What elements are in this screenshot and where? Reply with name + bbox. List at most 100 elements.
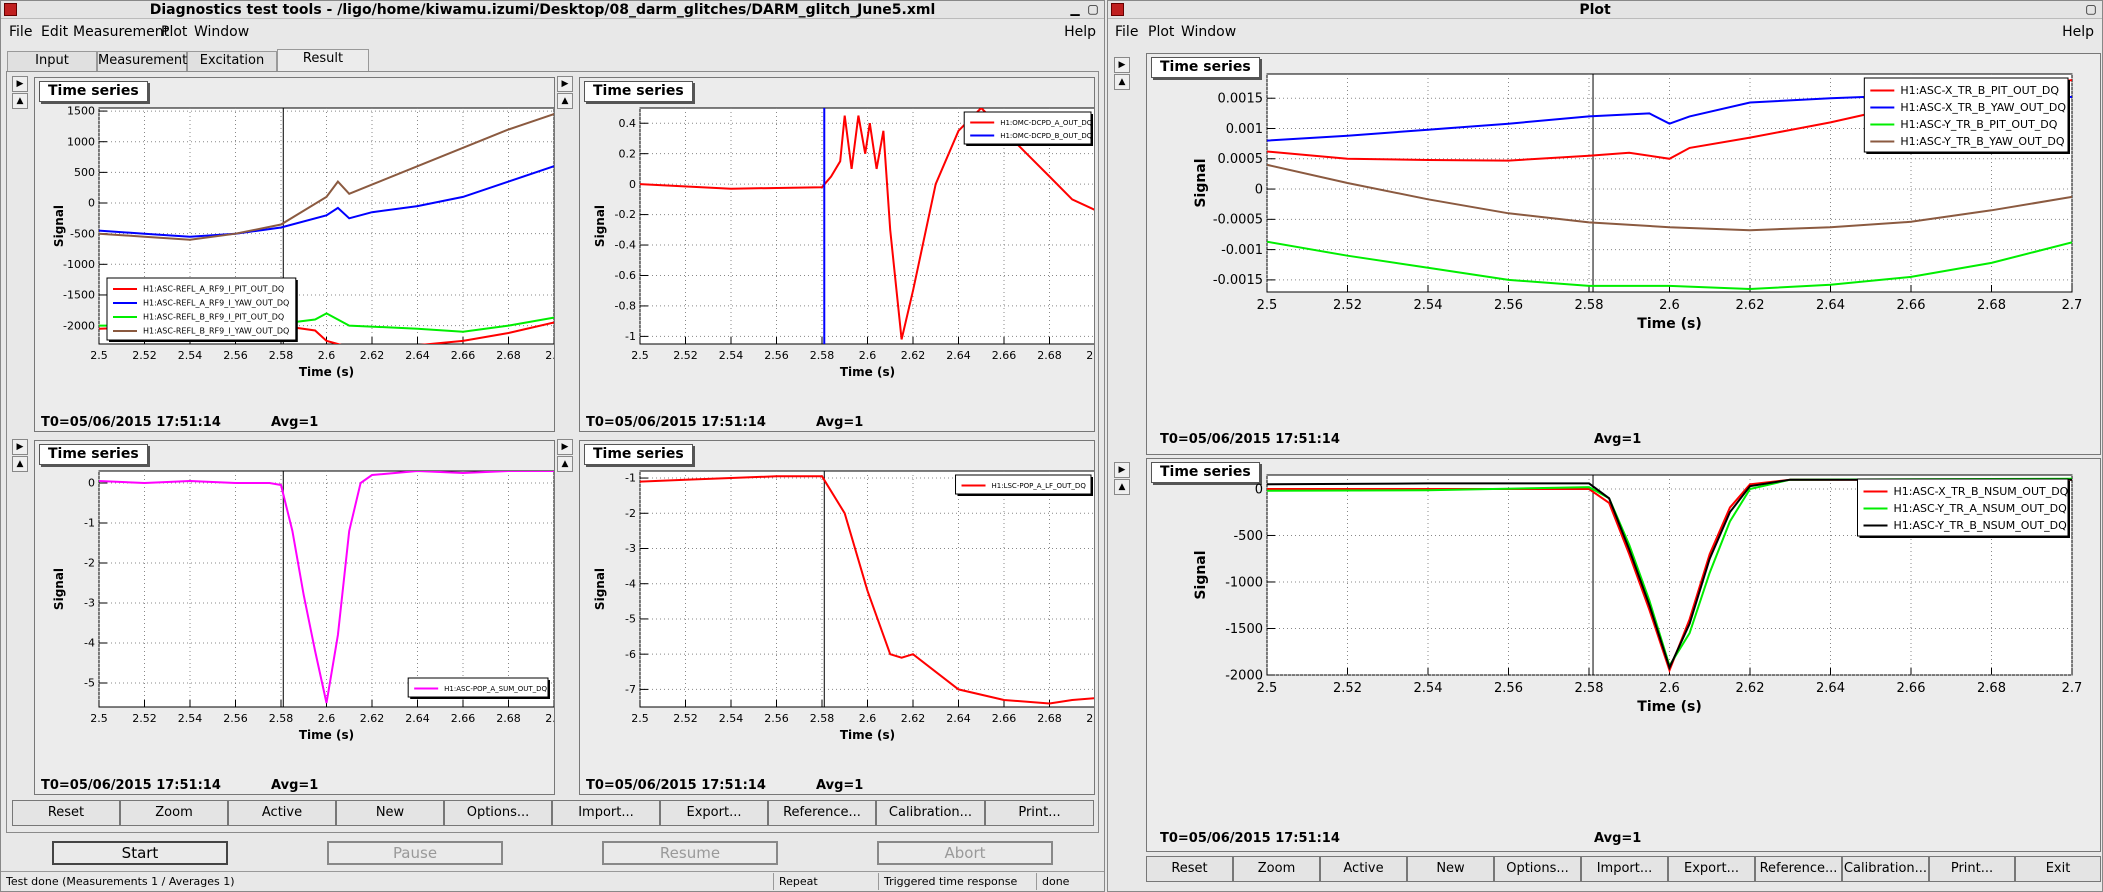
menu-bar: File Edit Measurement Plot Window Help <box>1 21 1104 43</box>
new-button[interactable]: New <box>1407 856 1494 882</box>
x-tick-label: 2.68 <box>496 712 521 725</box>
y-tick-label: -1000 <box>1225 575 1263 590</box>
series-line <box>1267 240 2072 291</box>
new-button[interactable]: New <box>336 800 444 826</box>
menu-plot[interactable]: Plot <box>161 24 188 40</box>
reset-button[interactable]: Reset <box>12 800 120 826</box>
series-line <box>99 471 554 704</box>
window-icon[interactable] <box>4 3 17 16</box>
arrow-up-icon[interactable]: ▲ <box>557 93 573 109</box>
plot-pad-l2[interactable]: Time series 2.5 2.52 2.54 2.56 2.58 2.6 2.62 2.… <box>579 77 1095 432</box>
plot-tab[interactable]: Time series <box>1151 462 1260 483</box>
avg-label: Avg=1 <box>1594 432 1642 447</box>
menu-help[interactable]: Help <box>1064 24 1096 40</box>
legend-label: H1:ASC-X_TR_B_PIT_OUT_DQ <box>1900 84 2059 97</box>
arrow-up-icon[interactable]: ▲ <box>12 93 28 109</box>
active-button[interactable]: Active <box>1320 856 1407 882</box>
menu-plot[interactable]: Plot <box>1148 24 1175 40</box>
pause-button[interactable]: Pause <box>327 841 503 865</box>
calibration-button[interactable]: Calibration... <box>1842 856 1929 882</box>
plot-tab[interactable]: Time series <box>584 81 693 102</box>
arrow-up-icon[interactable]: ▲ <box>1114 479 1130 495</box>
chart-l3[interactable]: 2.5 2.52 2.54 2.56 2.58 2.6 2.62 2.64 2.66 2.68 2.… <box>35 441 555 761</box>
arrow-up-icon[interactable]: ▲ <box>1114 74 1130 90</box>
x-tick-label: 2.5 <box>631 712 649 725</box>
reference-button[interactable]: Reference... <box>768 800 876 826</box>
options-button[interactable]: Options... <box>1494 856 1581 882</box>
exit-button[interactable]: Exit <box>2015 856 2101 882</box>
zoom-button[interactable]: Zoom <box>120 800 228 826</box>
arrow-right-icon[interactable]: ▶ <box>557 439 573 455</box>
legend-label: H1:ASC-REFL_A_RF9_I_YAW_OUT_DQ <box>143 299 289 308</box>
options-button[interactable]: Options... <box>444 800 552 826</box>
calibration-button[interactable]: Calibration... <box>876 800 985 826</box>
chart-l2[interactable]: 2.5 2.52 2.54 2.56 2.58 2.6 2.62 2.64 2.66 2.68 2.… <box>580 78 1095 398</box>
series-line <box>99 165 554 238</box>
arrow-right-icon[interactable]: ▶ <box>1114 462 1130 478</box>
arrow-right-icon[interactable]: ▶ <box>557 76 573 92</box>
chart-l4[interactable]: 2.5 2.52 2.54 2.56 2.58 2.6 2.62 2.64 2.66 2.68 2.… <box>580 441 1095 761</box>
zoom-button[interactable]: Zoom <box>1233 856 1320 882</box>
tab-input[interactable]: Input <box>7 51 97 71</box>
active-button[interactable]: Active <box>228 800 336 826</box>
reference-button[interactable]: Reference... <box>1755 856 1842 882</box>
arrow-right-icon[interactable]: ▶ <box>12 76 28 92</box>
arrow-up-icon[interactable]: ▲ <box>12 456 28 472</box>
export-button[interactable]: Export... <box>660 800 768 826</box>
x-tick-label: 2.7 <box>2062 681 2083 696</box>
tab-measurement[interactable]: Measurement <box>97 51 187 71</box>
chart-r2[interactable]: 2.5 2.52 2.54 2.56 2.58 2.6 2.62 2.64 2.66 2.68 2.… <box>1147 459 2101 829</box>
plot-pad-l3[interactable]: Time series 2.5 2.52 2.54 2.56 2.58 2.6 2.62 2.… <box>34 440 555 795</box>
legend-label: H1:OMC-DCPD_B_OUT_DQ <box>1000 132 1093 140</box>
legend-label: H1:LSC-POP_A_LF_OUT_DQ <box>992 482 1087 490</box>
chart-r1[interactable]: 2.5 2.52 2.54 2.56 2.58 2.6 2.62 2.64 2.66 2.68 2.… <box>1147 54 2101 426</box>
menu-file[interactable]: File <box>9 24 33 40</box>
x-tick-label: 2.66 <box>1897 681 1926 696</box>
tab-excitation[interactable]: Excitation <box>187 51 277 71</box>
print-button[interactable]: Print... <box>985 800 1094 826</box>
import-button[interactable]: Import... <box>552 800 660 826</box>
arrow-right-icon[interactable]: ▶ <box>12 439 28 455</box>
plot-pad-l1[interactable]: Time series 2.5 2.52 2.54 2.56 2.58 2.6 2.62 2.… <box>34 77 555 432</box>
x-tick-label: 2.64 <box>1816 298 1845 313</box>
menu-edit[interactable]: Edit <box>41 24 69 40</box>
minimize-icon[interactable]: ▁ <box>1070 2 1080 16</box>
chart-l1[interactable]: 2.5 2.52 2.54 2.56 2.58 2.6 2.62 2.64 2.66 2.68 2.… <box>35 78 555 398</box>
y-tick-label: 500 <box>74 166 95 179</box>
x-tick-label: 2.6 <box>1659 298 1680 313</box>
window-icon[interactable] <box>1111 3 1124 16</box>
print-button[interactable]: Print... <box>1929 856 2015 882</box>
maximize-icon[interactable]: ▢ <box>2085 2 2097 16</box>
menu-file[interactable]: File <box>1115 24 1139 40</box>
plot-pad-r1[interactable]: Time series 2.5 2.52 2.54 2.56 2.58 2.6 2.62 2.… <box>1146 53 2101 455</box>
maximize-icon[interactable]: ▢ <box>1087 2 1099 16</box>
abort-button[interactable]: Abort <box>877 841 1053 865</box>
y-tick-label: -7 <box>625 683 636 696</box>
menu-help[interactable]: Help <box>2062 24 2094 40</box>
plot-tab[interactable]: Time series <box>39 444 148 465</box>
export-button[interactable]: Export... <box>1668 856 1755 882</box>
menu-window[interactable]: Window <box>194 24 250 40</box>
start-button[interactable]: Start <box>52 841 228 865</box>
title-bar: Plot ▢ <box>1108 1 2102 19</box>
menu-window[interactable]: Window <box>1181 24 1237 40</box>
legend-label: H1:ASC-REFL_A_RF9_I_PIT_OUT_DQ <box>143 285 284 294</box>
arrow-up-icon[interactable]: ▲ <box>557 456 573 472</box>
plot-tab[interactable]: Time series <box>39 81 148 102</box>
menu-measurement[interactable]: Measurement <box>73 24 170 40</box>
x-tick-label: 2.66 <box>451 712 476 725</box>
x-tick-label: 2.52 <box>132 712 157 725</box>
tab-result[interactable]: Result <box>277 49 369 71</box>
plot-pad-l4[interactable]: Time series 2.5 2.52 2.54 2.56 2.58 2.6 2.62 2.… <box>579 440 1095 795</box>
reset-button[interactable]: Reset <box>1146 856 1233 882</box>
plot-pad-r2[interactable]: Time series 2.5 2.52 2.54 2.56 2.58 2.6 2.62 2.… <box>1146 458 2101 852</box>
arrow-right-icon[interactable]: ▶ <box>1114 57 1130 73</box>
resume-button[interactable]: Resume <box>602 841 778 865</box>
plot-tab[interactable]: Time series <box>1151 57 1260 78</box>
plot-tab[interactable]: Time series <box>584 444 693 465</box>
x-tick-label: 2.52 <box>1333 681 1362 696</box>
import-button[interactable]: Import... <box>1581 856 1668 882</box>
x-tick-label: 2.58 <box>810 712 835 725</box>
x-tick-label: 2.7 <box>1086 349 1095 362</box>
y-tick-label: 0.0005 <box>1218 152 1264 167</box>
